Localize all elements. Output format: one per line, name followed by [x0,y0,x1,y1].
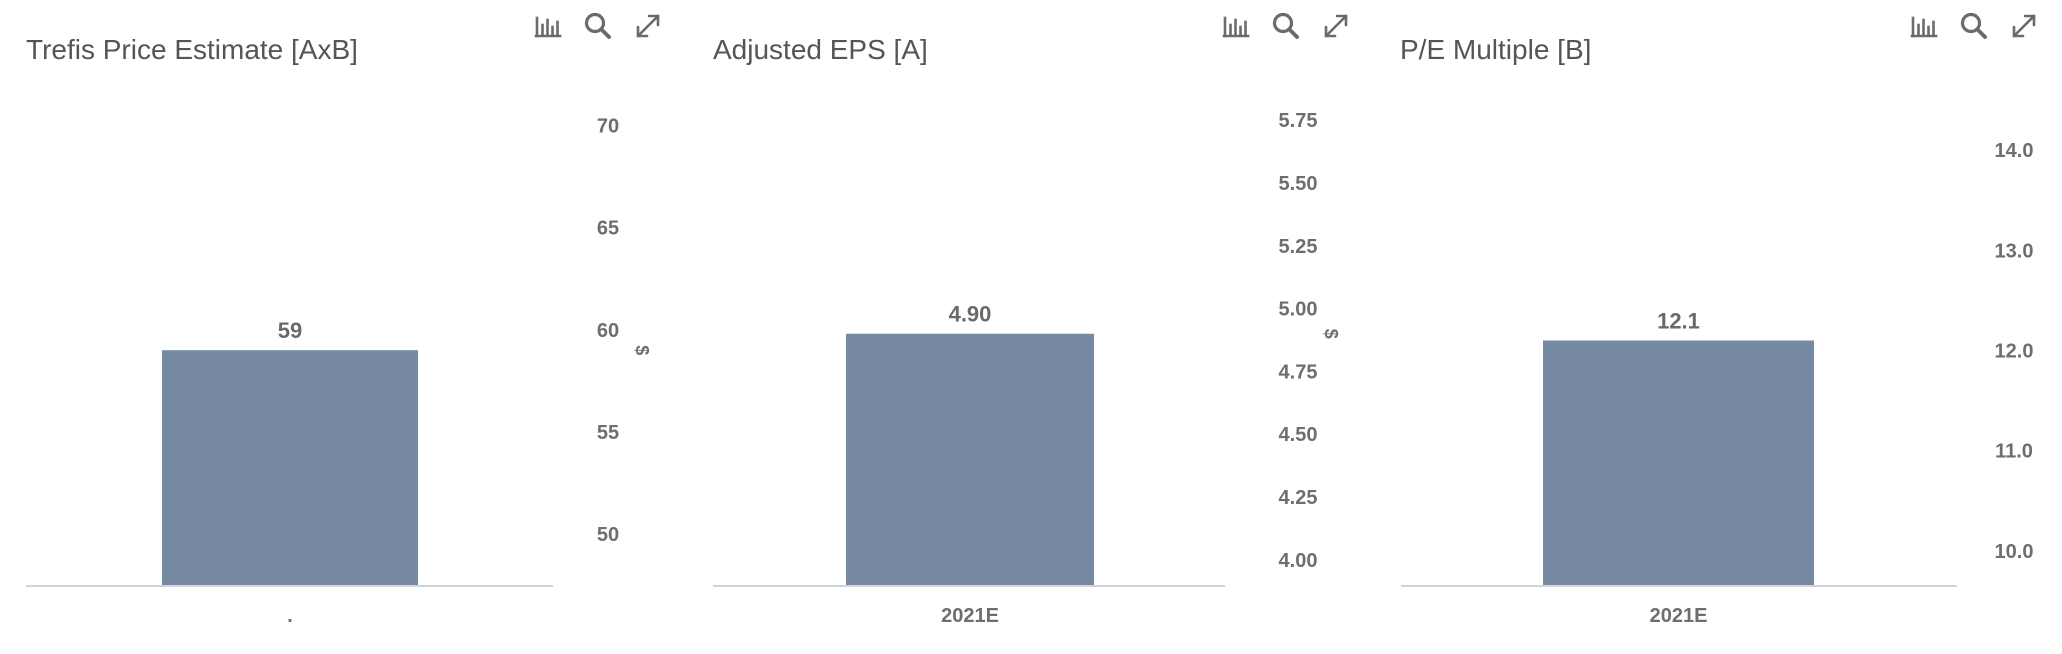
x-tick-label: . [287,605,293,627]
search-icon[interactable] [1958,10,1990,42]
y-tick-label: 60 [597,320,619,342]
y-tick-label: 4.50 [1279,424,1318,446]
y-tick-label: 5.75 [1279,110,1318,132]
expand-icon[interactable] [2008,10,2040,42]
expand-icon[interactable] [1320,10,1352,42]
y-axis-label: $ [1321,329,1341,339]
y-tick-label: 10.0 [1995,541,2034,563]
price-estimate-chart: 50 55 60 65 70 $59. [26,116,652,627]
y-tick-label: 65 [597,218,619,240]
y-tick-label: 4.25 [1279,487,1318,509]
data-label: 59 [278,318,302,343]
y-tick-label: 12.0 [1995,341,2034,363]
pe-multiple-chart: 10.0 11.0 12.0 13.0 14.0 12.1 2021E [1401,140,2034,627]
chart-toolbar [532,10,664,42]
bar-chart-icon[interactable] [1908,10,1940,42]
y-tick-label: 13.0 [1995,240,2034,262]
price-estimate-panel: Trefis Price Estimate [AxB] 50 55 60 65 70 $ [0,0,680,654]
bar [846,333,1094,585]
chart-toolbar [1908,10,2040,42]
y-tick-label: 50 [597,524,619,546]
x-tick-label: 2021E [1650,605,1708,627]
data-label: 4.90 [949,302,992,327]
search-icon[interactable] [582,10,614,42]
y-tick-label: 5.00 [1279,299,1318,321]
panel-title: Adjusted EPS [A] [713,34,928,65]
y-tick-label: 4.00 [1279,550,1318,572]
y-axis-label: $ [632,345,652,355]
expand-icon[interactable] [632,10,664,42]
adjusted-eps-chart: 4.00 4.25 4.50 4.75 5.00 5.25 5.50 5.75 $4.90 202… [713,110,1341,627]
y-tick-label: 5.50 [1279,173,1318,195]
y-tick-label: 4.75 [1279,361,1318,383]
panel-title: Trefis Price Estimate [AxB] [26,34,358,65]
adjusted-eps-panel: Adjusted EPS [A] 4.00 4.25 4.50 4.75 5.00 5. [687,0,1367,654]
chart-toolbar [1220,10,1352,42]
y-tick-label: 11.0 [1995,441,2033,463]
data-label: 12.1 [1657,309,1700,334]
y-tick-label: 5.25 [1279,236,1318,258]
bar [162,350,418,585]
y-tick-label: 55 [597,422,619,444]
search-icon[interactable] [1270,10,1302,42]
pe-multiple-panel: P/E Multiple [B] 10.0 11.0 12.0 13.0 14.0 12 [1374,0,2062,654]
y-tick-label: 14.0 [1995,140,2034,162]
y-tick-label: 70 [597,116,619,138]
x-tick-label: 2021E [941,605,999,627]
panel-title: P/E Multiple [B] [1400,34,1592,65]
bar-chart-icon[interactable] [1220,10,1252,42]
bar-chart-icon[interactable] [532,10,564,42]
bar [1543,340,1814,585]
